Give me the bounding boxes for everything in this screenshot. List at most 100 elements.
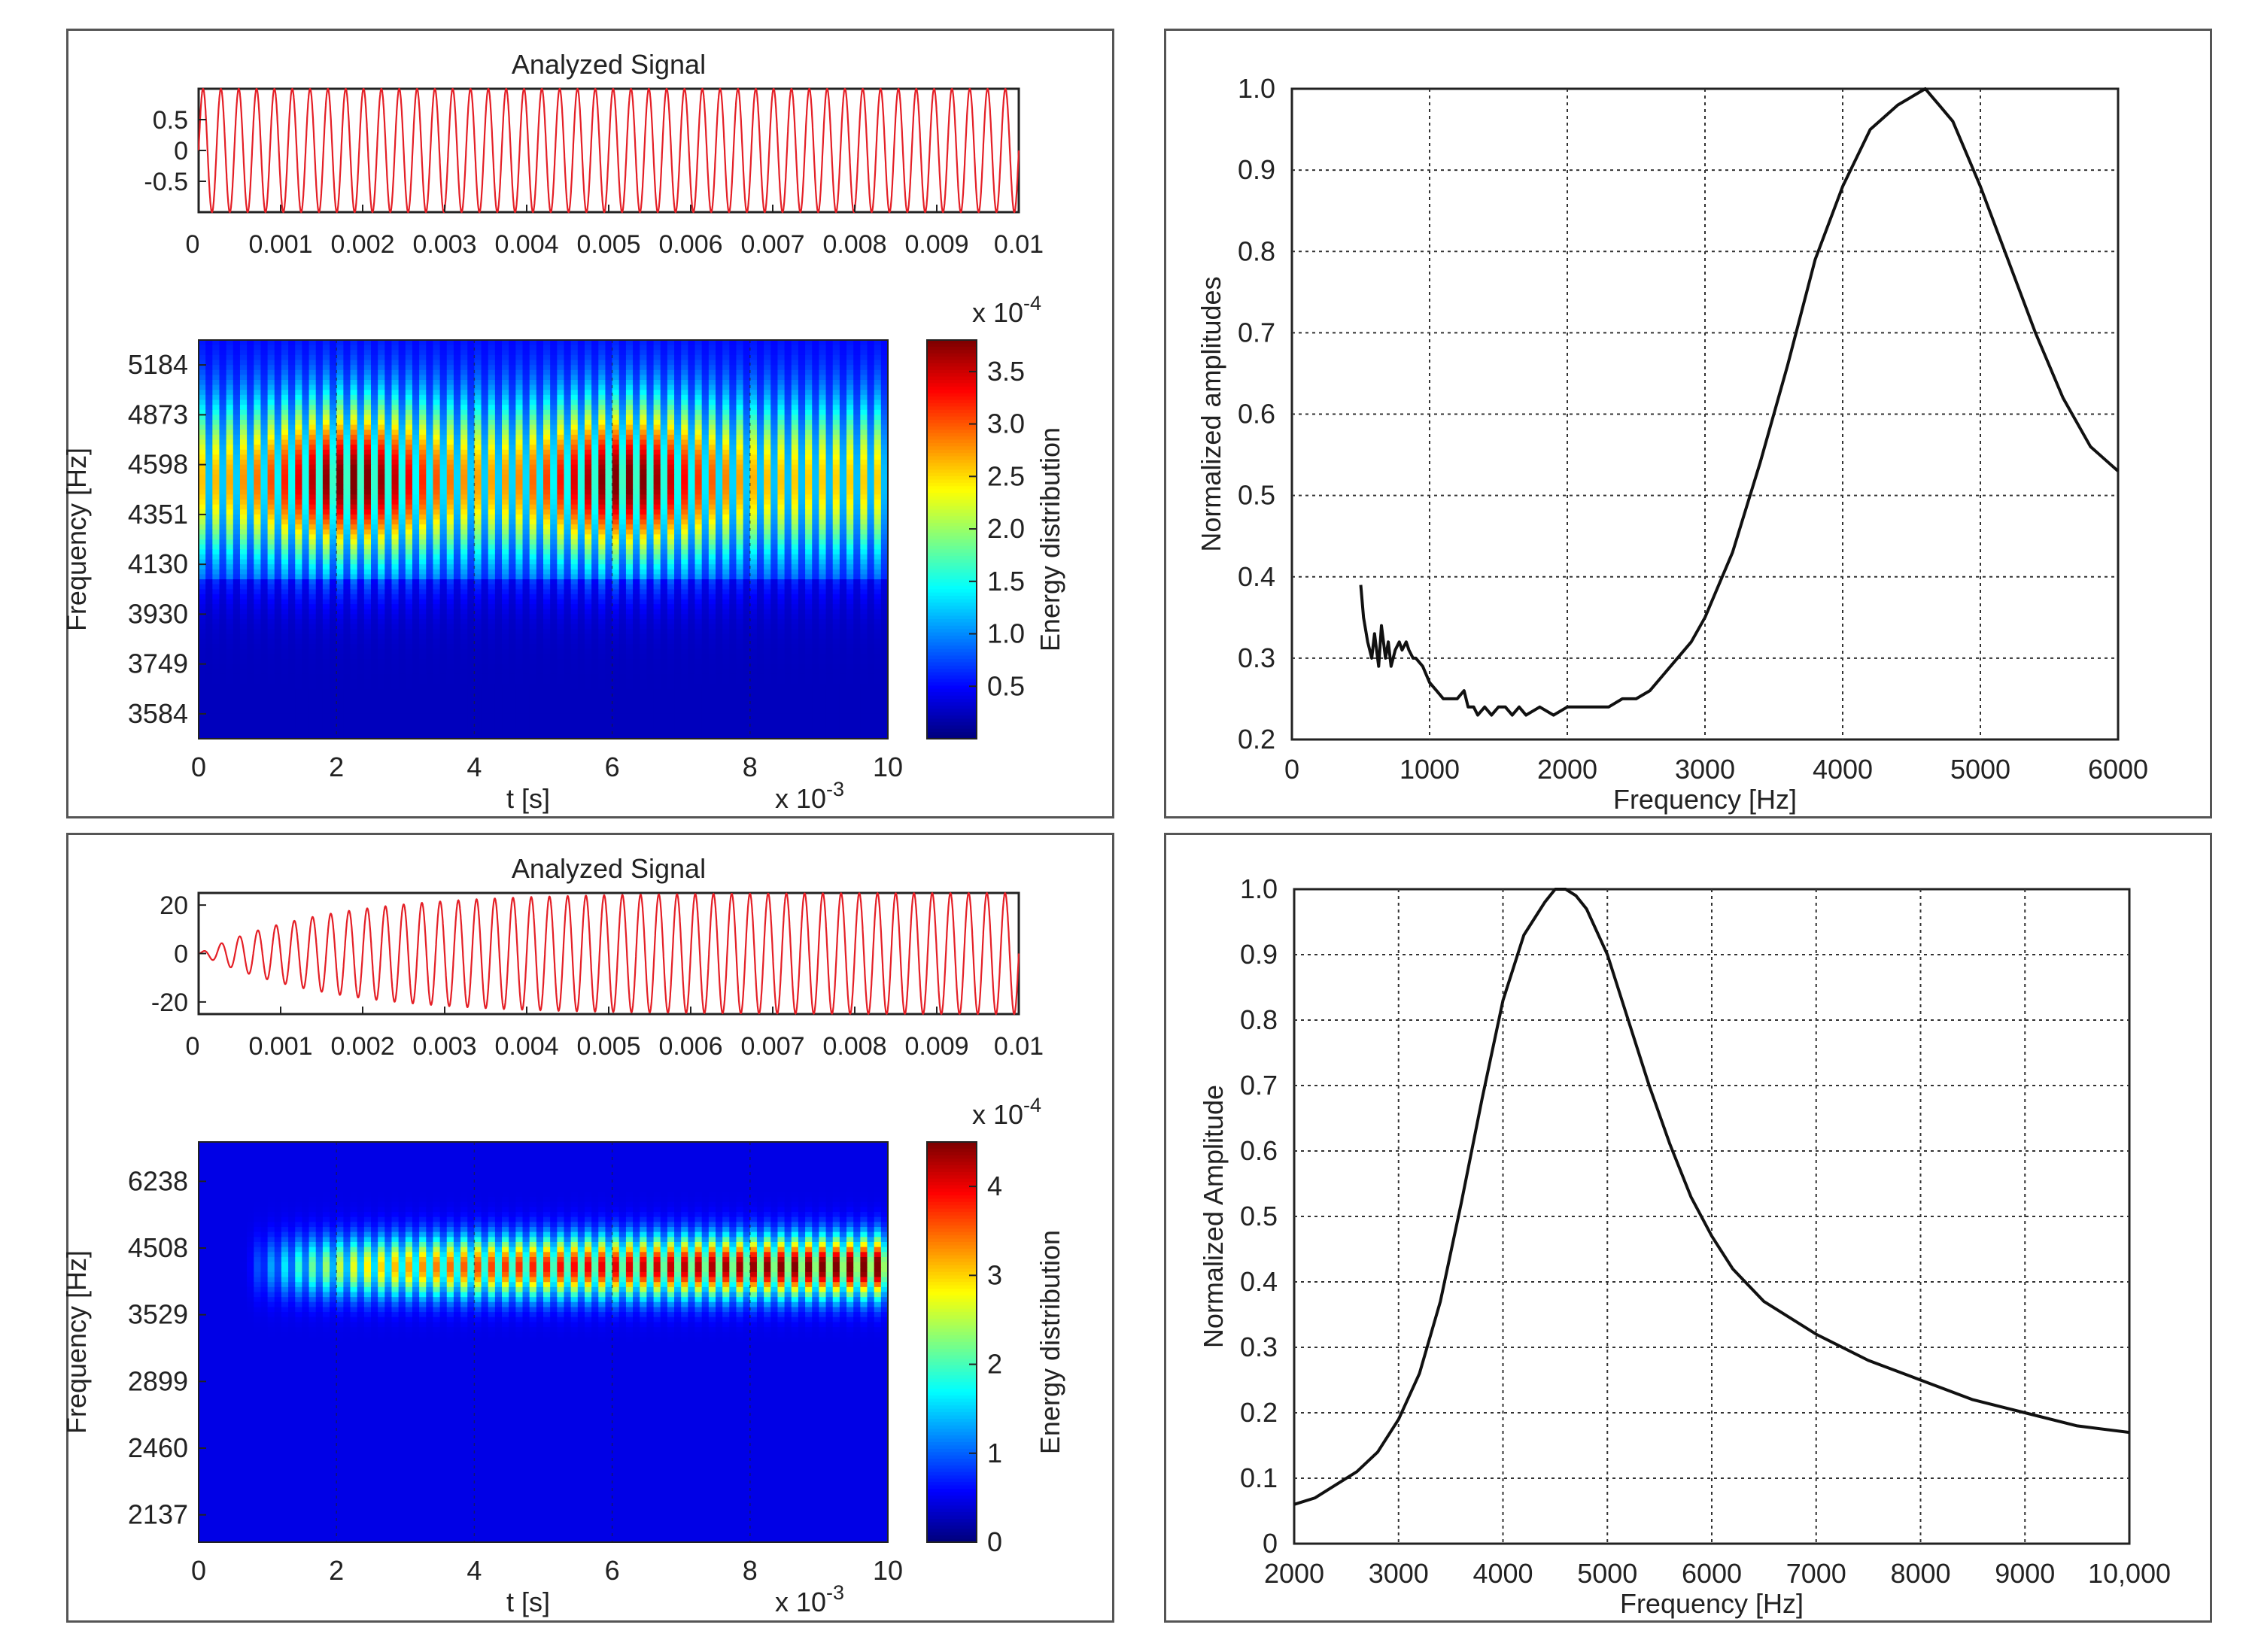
signal-xtick-label-3-6: 0.006 [658, 1032, 722, 1061]
heatmap-xtick-label-1-2: 4 [467, 752, 482, 782]
spectrum-xtick-label-5-8: 10,000 [2088, 1558, 2171, 1589]
signal-ytick-label-3-2: -20 [151, 988, 188, 1017]
spectrum-ytick-label-2-4: 0.6 [1238, 399, 1275, 430]
signal-xtick-label-0-4: 0.004 [494, 230, 558, 259]
heatmap-ytick-label-1-4: 4130 [128, 548, 188, 579]
spectrum-curve-2 [1359, 87, 2120, 717]
spectrum-ytick-label-5-7: 0.3 [1240, 1332, 1278, 1362]
heatmap-xtick-label-1-5: 10 [873, 752, 903, 782]
heatmap-ytick-label-1-1: 4873 [128, 399, 188, 430]
spectrum-xtick-label-2-0: 0 [1284, 754, 1299, 785]
heatmap-xtick-label-1-1: 2 [329, 752, 344, 782]
heatmap-ytick-label-4-2: 3529 [128, 1299, 188, 1330]
signal-trace-0 [197, 87, 1020, 214]
spectrum-xtick-label-5-2: 4000 [1472, 1558, 1533, 1589]
colorbar-label-4: Energy distribution [1035, 1230, 1065, 1454]
heatmap-x-multiplier-1: x 10-3 [775, 778, 844, 814]
spectrum-xtick-label-5-6: 8000 [1890, 1558, 1950, 1589]
spectrum-xtick-label-5-7: 9000 [1995, 1558, 2055, 1589]
colorbar-gradient-4 [927, 1142, 977, 1543]
signal-xtick-label-0-5: 0.005 [576, 230, 640, 259]
colorbar-label-1: Energy distribution [1035, 427, 1065, 651]
spectrum-ytick-label-2-5: 0.5 [1238, 480, 1275, 511]
spectrum-ytick-label-5-1: 0.9 [1240, 939, 1278, 970]
heatmap-ytick-label-1-7: 3584 [128, 698, 188, 729]
spectrum-ytick-label-5-8: 0.2 [1240, 1397, 1278, 1428]
spectrum-ytick-label-2-3: 0.7 [1238, 317, 1275, 348]
signal-title-3: Analyzed Signal [512, 853, 706, 884]
colorbar-tick-label-4-4: 0 [987, 1526, 1002, 1557]
heatmap-ytick-label-4-4: 2460 [128, 1432, 188, 1463]
spectrum-ytick-label-2-1: 0.9 [1238, 154, 1275, 185]
colorbar-tick-label-4-3: 1 [987, 1438, 1002, 1468]
signal-title-0: Analyzed Signal [512, 49, 706, 80]
colorbar-tick-label-1-2: 2.5 [987, 460, 1025, 491]
spectrum-ylabel-5: Normalized Amplitude [1198, 1085, 1229, 1348]
heatmap-ytick-label-4-0: 6238 [128, 1165, 188, 1196]
spectrum-ylabel-2: Normalized amplitudes [1196, 276, 1226, 551]
signal-xtick-label-0-7: 0.007 [740, 230, 804, 259]
spectrum-xtick-label-5-5: 7000 [1786, 1558, 1846, 1589]
spectrum-xtick-label-5-0: 2000 [1264, 1558, 1324, 1589]
heatmap-cells-1 [199, 340, 888, 739]
signal-xtick-label-3-3: 0.003 [412, 1032, 476, 1061]
signal-ytick-label-3-1: 0 [174, 940, 188, 969]
signal-xtick-label-3-7: 0.007 [740, 1032, 804, 1061]
spectrum-ytick-label-5-5: 0.5 [1240, 1201, 1278, 1231]
signal-xtick-label-3-9: 0.009 [904, 1032, 968, 1061]
colorbar-frame-4 [926, 1141, 977, 1543]
heatmap-xtick-label-4-1: 2 [329, 1555, 344, 1586]
signal-xtick-label-0-1: 0.001 [248, 230, 312, 259]
heatmap-xlabel-4: t [s] [506, 1587, 550, 1617]
spectrum-xtick-label-2-6: 6000 [2088, 754, 2148, 785]
spectrum-ytick-label-2-2: 0.8 [1238, 235, 1275, 266]
colorbar-tick-label-1-6: 0.5 [987, 670, 1025, 701]
colorbar-tick-label-4-1: 3 [987, 1259, 1002, 1290]
signal-xtick-label-0-10: 0.01 [994, 230, 1044, 259]
spectrum-ytick-label-2-6: 0.4 [1238, 561, 1275, 592]
spectrum-ytick-label-5-3: 0.7 [1240, 1070, 1278, 1101]
spectrum-ytick-label-5-6: 0.4 [1240, 1266, 1278, 1297]
heatmap-xtick-label-4-2: 4 [467, 1555, 482, 1586]
spectrum-xtick-label-2-2: 2000 [1537, 754, 1597, 785]
signal-xtick-label-0-3: 0.003 [412, 230, 476, 259]
signal-ytick-label-0-2: -0.5 [144, 168, 188, 196]
signal-xtick-label-3-1: 0.001 [248, 1032, 312, 1061]
spectrum-ytick-label-5-9: 0.1 [1240, 1462, 1278, 1493]
signal-ytick-label-0-1: 0 [174, 137, 188, 166]
heatmap-ytick-label-4-1: 4508 [128, 1232, 188, 1263]
colorbar-multiplier-4: x 10-4 [972, 1094, 1041, 1130]
heatmap-ylabel-1: Frequency [Hz] [61, 448, 92, 631]
signal-ytick-label-0-0: 0.5 [153, 106, 188, 135]
heatmap-frame-1 [198, 339, 889, 739]
spectrum-xtick-label-2-4: 4000 [1813, 754, 1873, 785]
signal-xtick-label-0-8: 0.008 [822, 230, 886, 259]
signal-xtick-label-0-2: 0.002 [330, 230, 394, 259]
spectrum-xlabel-5: Frequency [Hz] [1620, 1588, 1804, 1619]
spectrum-xtick-label-5-4: 6000 [1682, 1558, 1742, 1589]
colorbar-tick-label-1-3: 2.0 [987, 513, 1025, 544]
signal-xtick-label-3-5: 0.005 [576, 1032, 640, 1061]
spectrum-xtick-label-2-5: 5000 [1950, 754, 2010, 785]
heatmap-xtick-label-4-5: 10 [873, 1555, 903, 1586]
colorbar-tick-label-1-5: 1.0 [987, 618, 1025, 649]
heatmap-frame-4 [198, 1141, 889, 1543]
heatmap-xtick-label-4-3: 6 [605, 1555, 620, 1586]
heatmap-xtick-label-1-3: 6 [605, 752, 620, 782]
heatmap-x-multiplier-4: x 10-3 [775, 1581, 844, 1617]
colorbar-tick-label-1-4: 1.5 [987, 566, 1025, 597]
spectrum-ytick-label-5-10: 0 [1263, 1528, 1278, 1559]
signal-xtick-label-3-2: 0.002 [330, 1032, 394, 1061]
signal-xtick-label-3-10: 0.01 [994, 1032, 1044, 1061]
spectrum-ytick-label-2-8: 0.2 [1238, 724, 1275, 755]
signal-xtick-label-0-0: 0 [186, 230, 200, 259]
heatmap-xtick-label-4-4: 8 [743, 1555, 758, 1586]
heatmap-ytick-label-1-3: 4351 [128, 499, 188, 530]
colorbar-gradient-1 [927, 340, 977, 739]
spectrum-xtick-label-2-3: 3000 [1675, 754, 1735, 785]
heatmap-ylabel-4: Frequency [Hz] [61, 1250, 92, 1434]
spectrum-ytick-label-5-4: 0.6 [1240, 1135, 1278, 1166]
signal-xtick-label-3-0: 0 [186, 1032, 200, 1061]
heatmap-ytick-label-1-6: 3749 [128, 648, 188, 679]
